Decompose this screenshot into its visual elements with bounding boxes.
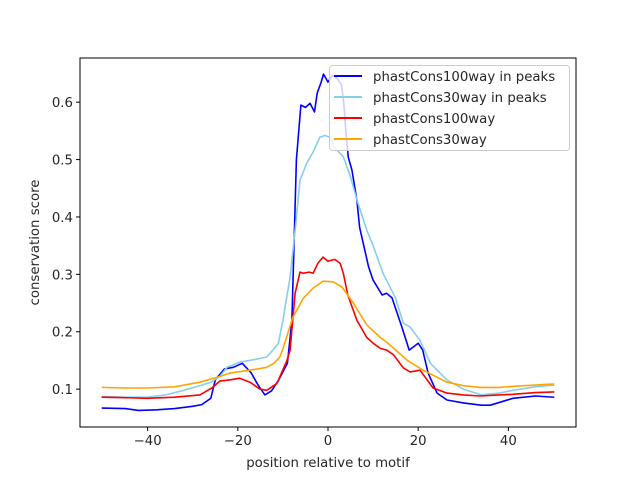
legend-frame: [329, 65, 570, 151]
x-axis: −40 −20 0 20 40: [134, 427, 517, 449]
x-tick-label: −40: [134, 434, 162, 449]
y-tick-label: 0.4: [52, 211, 73, 226]
y-tick-label: 0.6: [52, 96, 73, 111]
y-axis: 0.1 0.2 0.3 0.4 0.5 0.6: [52, 96, 80, 398]
series-line-2: [101, 256, 555, 400]
legend-label-0: phastCons100way in peaks: [373, 70, 555, 85]
legend-label-2: phastCons100way: [373, 112, 495, 127]
y-axis-label: conservation score: [28, 180, 43, 306]
legend-label-1: phastCons30way in peaks: [373, 91, 547, 106]
y-tick-label: 0.2: [52, 326, 73, 341]
x-tick-label: −20: [224, 434, 252, 449]
x-tick-label: 40: [500, 434, 517, 449]
x-tick-label: 20: [410, 434, 427, 449]
legend: phastCons100way in peaks phastCons30way i…: [329, 65, 570, 151]
x-axis-label: position relative to motif: [246, 456, 410, 471]
y-tick-label: 0.1: [52, 383, 73, 398]
x-tick-label: 0: [324, 434, 332, 449]
series-lines: [101, 73, 555, 412]
y-tick-label: 0.3: [52, 268, 73, 283]
legend-label-3: phastCons30way: [373, 133, 487, 148]
series-line-3: [101, 280, 555, 389]
y-tick-label: 0.5: [52, 154, 73, 169]
series-line-0: [101, 73, 555, 412]
